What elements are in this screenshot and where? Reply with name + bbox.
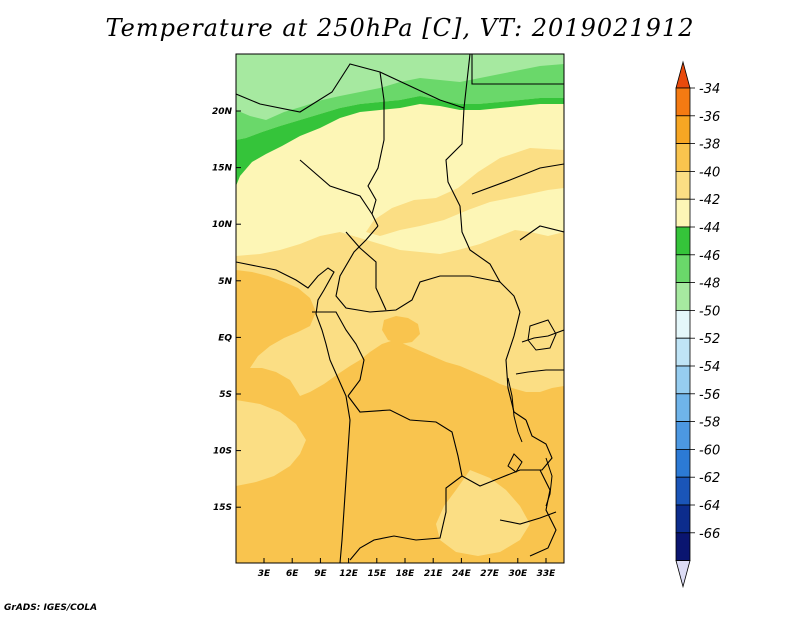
colorbar-label: -44 <box>699 221 720 236</box>
lat-tick-label: EQ <box>218 333 232 343</box>
colorbar-swatch <box>675 421 691 450</box>
colorbar-label: -66 <box>699 527 720 542</box>
zone-minus44 <box>236 96 564 186</box>
colorbar-top-triangle <box>675 60 691 89</box>
lon-tick-label: 30E <box>508 569 528 579</box>
zone-minus46 <box>236 64 564 140</box>
colorbar-swatch <box>675 282 691 311</box>
colorbar-swatch <box>675 504 691 534</box>
lon-tick-label: 3E <box>258 569 271 579</box>
latitude-axis: 20N 15N 10N 5N EQ 5S 10S 15S <box>212 107 241 513</box>
colorbar-bottom-triangle <box>675 560 691 589</box>
lat-tick-label: 5N <box>218 277 232 287</box>
lat-tick-label: 10N <box>212 220 233 230</box>
lon-tick-label: 12E <box>339 569 359 579</box>
lon-tick-label: 15E <box>367 569 387 579</box>
colorbar-label: -34 <box>699 82 720 97</box>
lakes <box>507 319 557 507</box>
map-frame <box>235 53 565 564</box>
colorbar-label: -50 <box>699 304 720 319</box>
lon-tick-label: 33E <box>537 569 557 579</box>
colorbar-swatch <box>675 226 691 256</box>
colorbar-swatch <box>675 309 691 339</box>
colorbar-label: -52 <box>699 332 720 347</box>
colorbar-label: -38 <box>699 138 720 153</box>
colorbar-label: -60 <box>699 443 720 458</box>
longitude-axis: 3E 6E 9E 12E 15E 18E 21E 24E 27E 30E 33E <box>258 558 556 579</box>
colorbar-swatch <box>675 115 691 145</box>
lon-tick-label: 6E <box>286 569 299 579</box>
colorbar-label: -46 <box>699 249 720 264</box>
coastline <box>236 261 351 563</box>
lat-tick-label: 15S <box>213 503 232 513</box>
zone-minus40-se <box>436 470 530 556</box>
country-borders <box>236 54 564 561</box>
zone-minus40-north <box>366 148 564 236</box>
colorbar-swatch <box>675 532 691 561</box>
lat-tick-label: 15N <box>212 164 233 174</box>
colorbar-swatch <box>675 476 691 506</box>
map-title: Temperature at 250hPa [C], VT: 201902191… <box>105 14 695 42</box>
colorbar-swatch <box>675 365 691 395</box>
lon-tick-label: 27E <box>480 569 500 579</box>
colorbar-swatch <box>675 448 691 478</box>
zone-minus40-coast <box>236 400 306 486</box>
lon-tick-label: 21E <box>424 569 444 579</box>
colorbar-label: -42 <box>699 193 720 208</box>
colorbar-label: -40 <box>699 165 720 180</box>
lat-tick-label: 20N <box>212 107 233 117</box>
colorbar-label: -54 <box>699 360 720 375</box>
colorbar-label: -58 <box>699 416 720 431</box>
colorbar: -34 -36 -38 -40 -42 -44 -46 -48 -50 -52 -54 -56 -58 -… <box>675 60 720 589</box>
colorbar-swatch <box>675 337 691 367</box>
colorbar-swatch <box>675 393 691 422</box>
colorbar-label: -56 <box>699 388 720 403</box>
colorbar-label: -36 <box>699 110 720 125</box>
colorbar-swatch <box>675 87 691 117</box>
lon-tick-label: 9E <box>314 569 327 579</box>
colorbar-swatch <box>675 198 691 228</box>
colorbar-label: -62 <box>699 471 720 486</box>
lon-tick-label: 18E <box>396 569 416 579</box>
lon-tick-label: 24E <box>452 569 472 579</box>
grads-credit: GrADS: IGES/COLA <box>4 603 98 613</box>
colorbar-swatch <box>675 254 691 284</box>
colorbar-swatch <box>675 143 691 172</box>
colorbar-label: -48 <box>699 277 720 292</box>
lat-tick-label: 5S <box>219 390 232 400</box>
zone-minus38-patch <box>382 316 420 344</box>
lat-tick-label: 10S <box>213 447 232 457</box>
colorbar-label: -64 <box>699 499 720 514</box>
colorbar-swatch <box>675 170 691 200</box>
